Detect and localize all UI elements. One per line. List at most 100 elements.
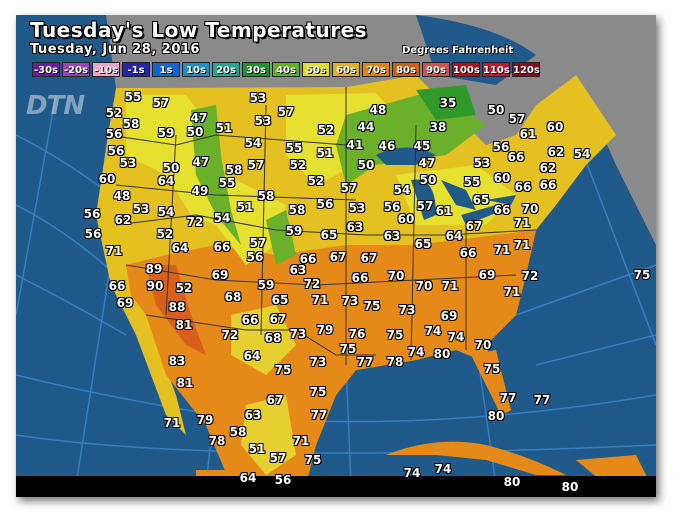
temperature-label: 68: [224, 290, 242, 304]
temperature-label: 52: [175, 281, 193, 295]
temperature-label: 52: [105, 106, 123, 120]
cold-region: [416, 85, 476, 120]
legend-item: 50s: [302, 62, 330, 77]
temperature-label: 74: [434, 462, 452, 476]
temperature-label: 72: [521, 269, 539, 283]
temperature-label: 35: [439, 96, 457, 110]
temperature-label: 77: [533, 393, 551, 407]
temperature-label: 53: [249, 91, 267, 105]
temperature-label: 75: [483, 362, 501, 376]
temperature-label: 72: [221, 328, 239, 342]
temperature-label: 53: [473, 156, 491, 170]
temperature-label: 51: [236, 200, 254, 214]
temperature-label: 67: [269, 312, 287, 326]
temperature-label: 75: [386, 328, 404, 342]
temperature-label: 51: [248, 442, 266, 456]
temperature-label: 81: [176, 376, 194, 390]
temperature-label: 51: [215, 121, 233, 135]
temperature-label: 51: [316, 146, 334, 160]
temperature-label: 72: [186, 215, 204, 229]
temperature-label: 66: [507, 150, 525, 164]
temperature-label: 57: [249, 236, 267, 250]
temperature-label: 57: [269, 451, 287, 465]
temperature-label: 45: [413, 139, 431, 153]
temperature-label: 54: [393, 183, 411, 197]
temperature-label: 56: [83, 207, 101, 221]
temperature-label: 47: [418, 156, 436, 170]
units-label: Degrees Fahrenheit: [402, 45, 514, 56]
temperature-label: 63: [289, 263, 307, 277]
temperature-label: 78: [386, 355, 404, 369]
temperature-label: 55: [463, 175, 481, 189]
temperature-label: 89: [145, 262, 163, 276]
legend-item: 120s: [512, 62, 540, 77]
temperature-label: 57: [340, 181, 358, 195]
temperature-label: 69: [478, 268, 496, 282]
temperature-label: 47: [190, 111, 208, 125]
temperature-label: 64: [445, 229, 463, 243]
temperature-label: 71: [441, 279, 459, 293]
temperature-label: 75: [309, 385, 327, 399]
temperature-label: 73: [398, 303, 416, 317]
legend-item: 30s: [242, 62, 270, 77]
temperature-label: 79: [196, 413, 214, 427]
hot-region: [146, 265, 206, 355]
legend-item: -1s: [122, 62, 150, 77]
temperature-label: 53: [119, 156, 137, 170]
temperature-label: 48: [369, 103, 387, 117]
temperature-label: 52: [156, 227, 174, 241]
temperature-label: 44: [357, 120, 375, 134]
temperature-label: 63: [244, 408, 262, 422]
legend-item: 40s: [272, 62, 300, 77]
temperature-label: 58: [288, 203, 306, 217]
bottom-bar: [16, 476, 656, 497]
temperature-label: 74: [424, 324, 442, 338]
temperature-label: 63: [346, 220, 364, 234]
florida: [471, 350, 511, 415]
temperature-label: 60: [493, 171, 511, 185]
temperature-label: 66: [213, 240, 231, 254]
temperature-label: 56: [107, 144, 125, 158]
temperature-label: 64: [157, 174, 175, 188]
temperature-label: 75: [633, 268, 651, 282]
temperature-label: 90: [146, 279, 164, 293]
temperature-label: 65: [271, 293, 289, 307]
temperature-label: 54: [573, 147, 591, 161]
legend-item: 70s: [362, 62, 390, 77]
temperature-label: 63: [383, 229, 401, 243]
temperature-label: 70: [521, 202, 539, 216]
temperature-label: 57: [247, 158, 265, 172]
temperature-label: 55: [218, 176, 236, 190]
temperature-label: 79: [316, 323, 334, 337]
cool-region: [191, 90, 486, 265]
temperature-label: 38: [429, 120, 447, 134]
temperature-label: 65: [414, 237, 432, 251]
temperature-label: 41: [346, 138, 364, 152]
temperature-label: 62: [539, 161, 557, 175]
temperature-label: 50: [487, 103, 505, 117]
temperature-label: 70: [387, 269, 405, 283]
temperature-label: 73: [289, 327, 307, 341]
temperature-label: 49: [191, 184, 209, 198]
caribbean-islands: [386, 441, 651, 485]
temperature-label: 56: [492, 140, 510, 154]
temperature-label: 75: [363, 299, 381, 313]
temperature-label: 75: [304, 453, 322, 467]
temperature-label: 58: [122, 117, 140, 131]
temperature-label: 56: [316, 197, 334, 211]
temperature-label: 65: [320, 228, 338, 242]
temperature-label: 65: [472, 193, 490, 207]
temperature-label: 57: [277, 105, 295, 119]
temperature-label: 68: [264, 331, 282, 345]
mild-region: [231, 305, 296, 475]
temperature-label: 80: [561, 480, 579, 494]
temperature-label: 74: [447, 330, 465, 344]
temperature-label: 83: [168, 354, 186, 368]
temperature-label: 57: [508, 112, 526, 126]
temperature-label: 66: [299, 252, 317, 266]
temperature-label: 78: [208, 434, 226, 448]
temperature-label: 80: [487, 409, 505, 423]
temperature-label: 69: [440, 309, 458, 323]
temperature-label: 69: [116, 296, 134, 310]
temperature-label: 73: [309, 355, 327, 369]
